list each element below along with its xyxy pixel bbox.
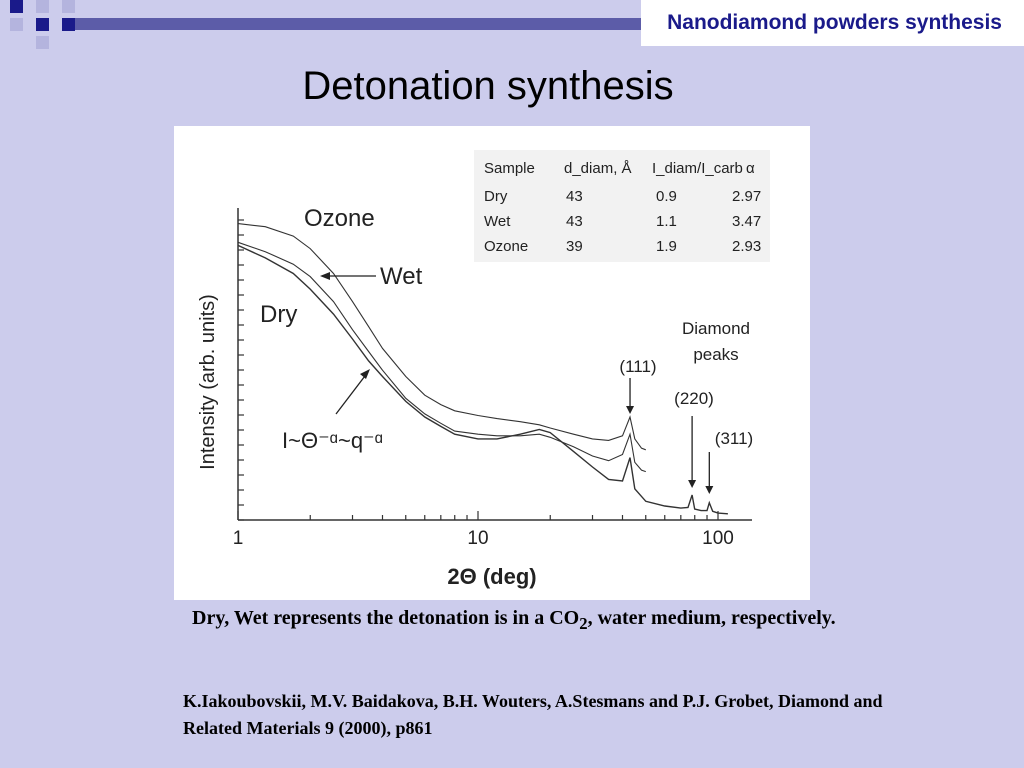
x-tick-label: 100 bbox=[702, 528, 734, 549]
xrd-figure: 1 10 100 2Θ (deg) Intensity (arb. units) O… bbox=[174, 126, 810, 600]
table-cell: Dry bbox=[484, 188, 508, 205]
corner-square bbox=[36, 36, 49, 49]
peak-311-label: (311) bbox=[715, 429, 753, 448]
table-header-sample: Sample bbox=[484, 160, 535, 177]
peak-arrow-head bbox=[626, 406, 635, 414]
wet-arrow-head bbox=[320, 272, 330, 280]
corner-square bbox=[36, 18, 49, 31]
diamond-peaks-label-2: peaks bbox=[693, 345, 738, 364]
table-cell: Wet bbox=[484, 213, 511, 230]
table-header-ratio: I_diam/I_carb bbox=[652, 160, 743, 177]
series-lines bbox=[237, 223, 728, 515]
corner-square bbox=[62, 0, 75, 13]
table-cell: 39 bbox=[566, 238, 583, 255]
table-cell: 2.97 bbox=[732, 188, 761, 205]
series-line-ozone bbox=[237, 223, 646, 451]
table-cell: 43 bbox=[566, 188, 583, 205]
diamond-peaks-label-1: Diamond bbox=[682, 319, 750, 338]
ozone-label: Ozone bbox=[304, 205, 375, 232]
corner-square bbox=[36, 0, 49, 13]
x-axis-label: 2Θ (deg) bbox=[447, 564, 536, 589]
corner-square bbox=[62, 18, 75, 31]
y-ticks bbox=[238, 219, 244, 521]
peak-arrow-head bbox=[688, 480, 697, 488]
caption-text-end: , water medium, respectively. bbox=[587, 607, 836, 629]
wet-label: Wet bbox=[380, 263, 423, 290]
table-cell: 0.9 bbox=[656, 188, 677, 205]
peak-220-label: (220) bbox=[674, 389, 714, 408]
x-tick-label: 1 bbox=[233, 528, 244, 549]
reference: K.Iakoubovskii, M.V. Baidakova, B.H. Wou… bbox=[183, 691, 883, 738]
table-cell: 1.9 bbox=[656, 238, 677, 255]
series-line-dry bbox=[237, 244, 728, 515]
table-header-d: d_diam, Å bbox=[564, 160, 632, 177]
header-bar bbox=[75, 18, 665, 30]
table-header-alpha: α bbox=[746, 160, 755, 177]
y-axis-label: Intensity (arb. units) bbox=[197, 294, 219, 470]
table-cell: 43 bbox=[566, 213, 583, 230]
header-title: Nanodiamond powders synthesis bbox=[641, 0, 1024, 46]
caption: Dry, Wet represents the detonation is in… bbox=[192, 603, 912, 639]
table-cell: 1.1 bbox=[656, 213, 677, 230]
caption-subscript: 2 bbox=[579, 614, 588, 633]
corner-square bbox=[10, 0, 23, 13]
power-law-label: I~Θ⁻ᵅ~q⁻ᵅ bbox=[282, 428, 383, 453]
peak-111-label: (111) bbox=[619, 357, 656, 376]
corner-decoration bbox=[0, 0, 80, 50]
inset-table-bg bbox=[474, 150, 770, 262]
corner-square bbox=[10, 18, 23, 31]
power-law-arrow-head bbox=[360, 369, 370, 379]
caption-text: Dry, Wet represents the detonation is in… bbox=[192, 607, 580, 629]
peak-arrows bbox=[626, 378, 714, 494]
x-tick-labels: 1 10 100 bbox=[233, 528, 734, 549]
table-cell: 2.93 bbox=[732, 238, 761, 255]
table-cell: 3.47 bbox=[732, 213, 761, 230]
x-tick-label: 10 bbox=[467, 528, 488, 549]
dry-label: Dry bbox=[260, 301, 297, 328]
xrd-chart: 1 10 100 2Θ (deg) Intensity (arb. units) O… bbox=[197, 150, 770, 589]
x-ticks bbox=[237, 511, 719, 520]
table-cell: Ozone bbox=[484, 238, 528, 255]
peak-arrow-head bbox=[705, 486, 714, 494]
power-law-arrow bbox=[335, 371, 369, 415]
series-line-wet bbox=[237, 241, 646, 473]
slide-title: Detonation synthesis bbox=[302, 64, 674, 108]
inset-table: Sample d_diam, Å I_diam/I_carb α Dry 43 … bbox=[474, 150, 770, 262]
